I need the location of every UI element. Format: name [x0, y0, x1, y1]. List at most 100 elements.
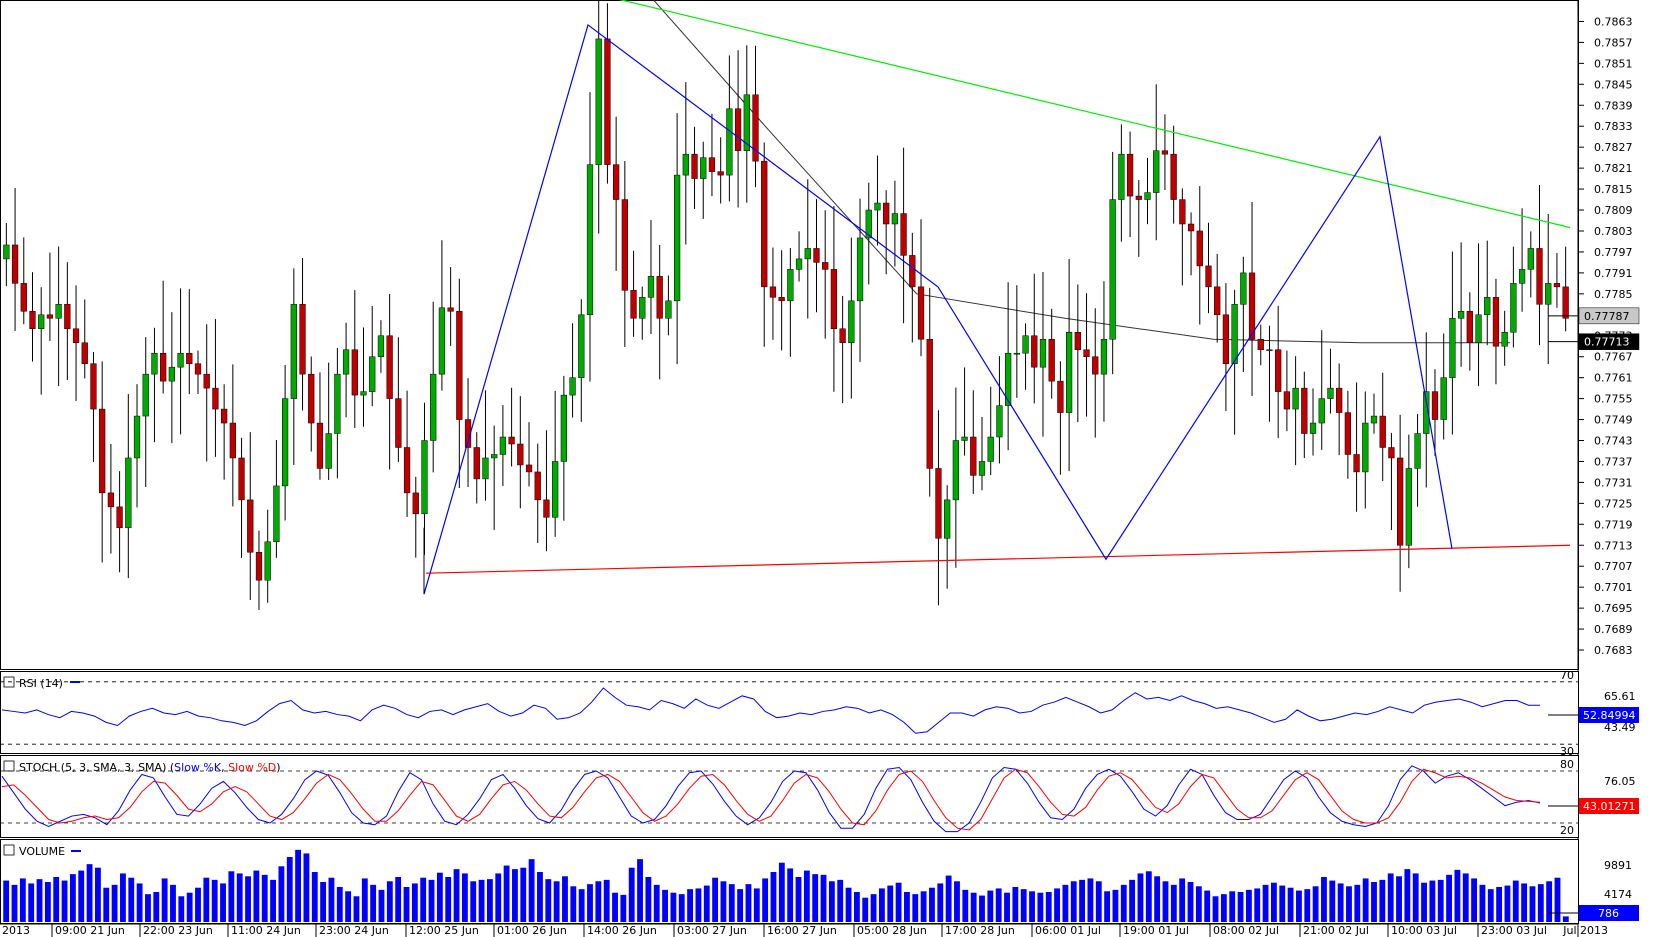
volume-bar [1404, 869, 1411, 922]
volume-bar [1446, 874, 1452, 922]
volume-bar [1270, 882, 1277, 922]
candle-body [1423, 391, 1430, 434]
volume-panel[interactable]: VOLUME 9891 4174 786 [0, 839, 1640, 924]
volume-bar [286, 857, 293, 922]
price-tick-label: 0.7839 [1594, 99, 1633, 112]
candle-body [1039, 338, 1047, 368]
candle-body [1283, 391, 1291, 410]
volume-bar [1187, 882, 1194, 922]
close-icon[interactable] [3, 760, 15, 772]
price-tick-label: 0.7683 [1594, 644, 1633, 657]
volume-bar [528, 859, 535, 922]
time-tick-label: 2013 [2, 924, 30, 937]
volume-bar [762, 878, 769, 922]
candle-body [839, 328, 846, 343]
volume-bar [512, 869, 518, 922]
volume-bar [954, 881, 960, 922]
volume-bar [1437, 879, 1444, 922]
candle-body [961, 436, 968, 441]
candle-body [1336, 387, 1343, 413]
candle-body [1501, 332, 1508, 347]
price-tick-label: 0.7707 [1594, 560, 1633, 573]
time-tick-label: 23:00 24 Jun [319, 924, 389, 937]
volume-bar [970, 892, 977, 922]
volume-upper-label: 9891 [1604, 859, 1632, 872]
volume-bar [1454, 869, 1461, 922]
volume-bar [570, 886, 577, 922]
volume-bar [687, 889, 694, 922]
volume-bar [1220, 894, 1227, 922]
close-icon[interactable] [3, 844, 15, 856]
candle-body [525, 464, 533, 473]
candle-body [909, 255, 916, 288]
close-icon[interactable] [3, 676, 15, 688]
candle-body [1545, 283, 1552, 305]
volume-bar [1120, 884, 1127, 922]
candle-body [1353, 454, 1360, 473]
price-tick-label: 0.7713 [1594, 539, 1633, 552]
support-trendline[interactable] [425, 544, 1571, 574]
volume-bar [1254, 888, 1261, 922]
volume-bar [670, 892, 677, 922]
volume-bar [553, 881, 560, 922]
volume-bar [1371, 882, 1377, 922]
candle-body [64, 304, 71, 330]
volume-bar [203, 877, 210, 922]
volume-lower-label: 4174 [1604, 888, 1632, 901]
volume-bar [411, 883, 418, 922]
candle-body [1092, 356, 1099, 375]
pattern-zigzag[interactable] [423, 23, 1453, 595]
volume-bar [145, 894, 151, 922]
volume-bar [1245, 889, 1252, 922]
price-tick-label: 0.7767 [1594, 351, 1633, 364]
candle-body [1065, 332, 1073, 413]
candle-body [308, 373, 315, 424]
harmonic-pattern [423, 23, 1453, 595]
volume-bar [912, 894, 919, 922]
volume-bar [812, 874, 819, 922]
candle-body [299, 304, 306, 375]
volume-bar [19, 878, 26, 922]
rsi-value-label: 52.84994 [1583, 709, 1636, 722]
volume-bar [428, 879, 435, 922]
candle-body [996, 405, 1003, 438]
candle-body [334, 373, 341, 434]
candle-body [1440, 377, 1447, 420]
candle-body [656, 276, 663, 319]
volume-bar [1512, 880, 1519, 922]
candle-body [491, 454, 498, 459]
volume-bar [1229, 891, 1236, 922]
volume-bar [637, 859, 643, 922]
candle-body [552, 461, 559, 518]
stoch-panel[interactable]: 80 20 STOCH (5, 3, SMA, 3, SMA) (Slow %K, … [0, 755, 1639, 838]
volume-bar [445, 877, 452, 922]
price-tick-label: 0.7863 [1594, 15, 1633, 28]
volume-bar [929, 887, 935, 922]
price-tick-label: 0.7719 [1594, 518, 1633, 531]
rsi-value-tag [1579, 707, 1639, 723]
time-tick-label: 14:00 26 Jun [587, 924, 657, 937]
volume-bar [395, 877, 402, 922]
candle-body [151, 352, 158, 375]
candle-body [360, 391, 367, 396]
level-label: 80 [1560, 758, 1574, 771]
time-tick-label: 10:00 03 Jul [1391, 924, 1457, 937]
volume-bar [962, 889, 969, 922]
candle-body [621, 199, 628, 291]
volume-bar [303, 853, 310, 922]
volume-bar [311, 872, 318, 922]
time-tick-label: 17:00 28 Jun [945, 924, 1015, 937]
volume-bar [1129, 879, 1136, 922]
candle-body [99, 408, 106, 494]
candle-body [900, 213, 907, 256]
volume-bar [153, 892, 160, 922]
volume-bar [562, 876, 568, 922]
volume-bar [1521, 883, 1528, 922]
candle-body [81, 342, 88, 364]
volume-bar [186, 892, 193, 922]
candle-body [647, 276, 655, 298]
volume-bar [386, 881, 393, 922]
